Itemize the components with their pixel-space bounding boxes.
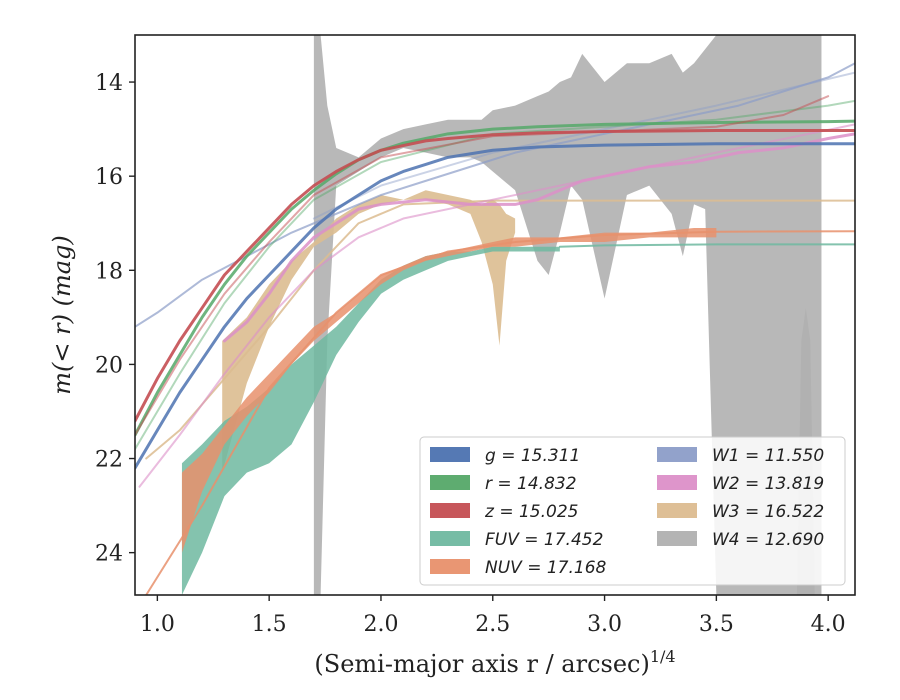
y-tick-label: 16 bbox=[95, 165, 123, 190]
curve-w1-second-curve bbox=[312, 71, 855, 220]
y-tick-label: 20 bbox=[95, 353, 123, 378]
legend-label-w4: W4 = 12.690 bbox=[712, 530, 824, 550]
curve-fuv-curve bbox=[558, 243, 855, 248]
curve-w2 bbox=[222, 132, 855, 343]
y-tick-label: 14 bbox=[95, 71, 123, 96]
legend-swatch-w3 bbox=[657, 503, 697, 518]
curve-r-faint bbox=[135, 99, 855, 451]
y-tick-label: 18 bbox=[95, 259, 123, 284]
legend-label-w1: W1 = 11.550 bbox=[712, 446, 824, 466]
band-w4 bbox=[313, 35, 822, 595]
x-tick-label: 1.0 bbox=[140, 612, 175, 637]
y-axis-title: m(< r) (mag) bbox=[48, 235, 76, 394]
x-axis: 1.0 1.5 2.0 2.5 3.0 3.5 4.0 bbox=[140, 595, 846, 637]
band-w3 bbox=[222, 190, 516, 473]
band-fuv bbox=[181, 246, 560, 595]
x-axis-title: (Semi-major axis r / arcsec)1/4 bbox=[314, 647, 675, 678]
curve-g bbox=[135, 142, 855, 470]
x-tick-label: 3.5 bbox=[699, 612, 734, 637]
y-axis: 14 16 18 20 22 24 bbox=[95, 71, 135, 567]
legend-label-w3: W3 = 16.522 bbox=[712, 502, 824, 522]
x-tick-label: 4.0 bbox=[811, 612, 846, 637]
legend-box bbox=[419, 436, 846, 586]
legend-label-nuv: NUV = 17.168 bbox=[485, 558, 607, 578]
x-tick-label: 2.5 bbox=[475, 612, 510, 637]
legend-label-fuv: FUV = 17.452 bbox=[485, 530, 603, 550]
plot-frame bbox=[134, 34, 856, 596]
legend-swatch-w1 bbox=[657, 447, 697, 462]
y-tick-label: 22 bbox=[95, 448, 123, 473]
legend-label-r: r = 14.832 bbox=[485, 474, 577, 494]
legend-label-z: z = 15.025 bbox=[484, 502, 578, 522]
legend-swatch-z bbox=[430, 503, 470, 518]
x-tick-label: 1.5 bbox=[252, 612, 287, 637]
plot-area bbox=[135, 35, 855, 595]
legend: g = 15.311 r = 14.832 z = 15.025 FUV = 17.4… bbox=[419, 436, 846, 586]
x-tick-label: 3.0 bbox=[587, 612, 622, 637]
curve-nuv-curve bbox=[145, 230, 855, 595]
legend-swatch-g bbox=[430, 447, 470, 462]
legend-swatch-w2 bbox=[657, 475, 697, 490]
legend-label-w2: W2 = 13.819 bbox=[712, 474, 824, 494]
y-tick-label: 24 bbox=[95, 542, 123, 567]
legend-swatch-r bbox=[430, 475, 470, 490]
curve-z-faint bbox=[135, 95, 830, 436]
legend-swatch-w4 bbox=[657, 531, 697, 546]
x-tick-label: 2.0 bbox=[363, 612, 398, 637]
curve-w2-curve bbox=[138, 123, 855, 488]
legend-swatch-fuv bbox=[430, 531, 470, 546]
x-axis-title-superscript: 1/4 bbox=[650, 647, 676, 666]
legend-label-g: g = 15.311 bbox=[485, 446, 580, 466]
legend-swatch-nuv bbox=[430, 559, 470, 574]
